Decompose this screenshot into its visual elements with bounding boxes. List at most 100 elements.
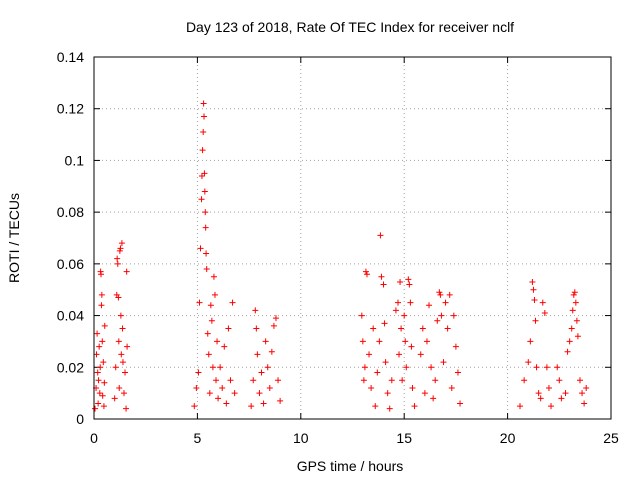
data-point bbox=[225, 325, 232, 332]
data-point bbox=[256, 390, 263, 397]
data-point bbox=[101, 379, 108, 386]
data-point bbox=[366, 351, 373, 358]
y-tick-label: 0.02 bbox=[57, 359, 84, 375]
data-point bbox=[436, 289, 443, 296]
data-point bbox=[98, 271, 105, 278]
data-point bbox=[124, 343, 131, 350]
data-point bbox=[111, 395, 118, 402]
data-point bbox=[529, 278, 536, 285]
data-point bbox=[200, 128, 207, 135]
data-point bbox=[380, 281, 387, 288]
data-point bbox=[568, 325, 575, 332]
chart-title: Day 123 of 2018, Rate Of TEC Index for r… bbox=[186, 19, 514, 35]
data-point bbox=[576, 377, 583, 384]
data-point bbox=[566, 338, 573, 345]
data-point bbox=[564, 348, 571, 355]
data-point bbox=[191, 403, 198, 410]
data-point bbox=[423, 338, 430, 345]
data-point bbox=[268, 348, 275, 355]
data-point bbox=[227, 377, 234, 384]
data-point bbox=[382, 359, 389, 366]
data-point bbox=[114, 260, 121, 267]
data-point bbox=[217, 364, 224, 371]
data-point bbox=[408, 343, 415, 350]
data-point bbox=[123, 405, 130, 412]
data-point bbox=[95, 400, 102, 407]
data-point bbox=[210, 273, 217, 280]
tick-labels: 0 5 10 15 20 25 0 0.02 0.04 0.06 0.08 0.1 0.12 0.14 bbox=[57, 49, 619, 446]
data-point bbox=[378, 273, 385, 280]
data-point bbox=[250, 377, 257, 384]
data-point bbox=[260, 400, 267, 407]
data-point bbox=[211, 291, 218, 298]
y-tick-label: 0.1 bbox=[65, 152, 85, 168]
data-point bbox=[419, 325, 426, 332]
data-point bbox=[361, 364, 368, 371]
data-point bbox=[381, 320, 388, 327]
data-point bbox=[118, 240, 125, 247]
x-tick-label: 25 bbox=[603, 430, 619, 446]
data-point bbox=[409, 384, 416, 391]
x-tick-label: 5 bbox=[194, 430, 202, 446]
data-point bbox=[530, 286, 537, 293]
y-tick-label: 0.04 bbox=[57, 308, 84, 324]
data-point bbox=[92, 405, 99, 412]
x-tick-label: 0 bbox=[90, 430, 98, 446]
data-point bbox=[264, 364, 271, 371]
data-point bbox=[450, 312, 457, 319]
data-point bbox=[100, 359, 107, 366]
data-point bbox=[97, 364, 104, 371]
data-point bbox=[112, 364, 119, 371]
data-point bbox=[377, 232, 384, 239]
data-point bbox=[206, 390, 213, 397]
data-point bbox=[399, 377, 406, 384]
data-point bbox=[201, 113, 208, 120]
data-point bbox=[208, 317, 215, 324]
data-point bbox=[533, 364, 540, 371]
data-point bbox=[571, 289, 578, 296]
data-point bbox=[539, 299, 546, 306]
data-point bbox=[402, 338, 409, 345]
data-point bbox=[532, 317, 539, 324]
data-point bbox=[116, 247, 123, 254]
data-point bbox=[198, 196, 205, 203]
y-tick-label: 0.12 bbox=[57, 101, 84, 117]
data-point bbox=[362, 268, 369, 275]
data-point bbox=[398, 325, 405, 332]
data-point bbox=[193, 384, 200, 391]
data-point bbox=[403, 364, 410, 371]
data-point bbox=[270, 322, 277, 329]
grid bbox=[94, 57, 611, 419]
data-point bbox=[223, 400, 230, 407]
data-point bbox=[115, 338, 122, 345]
y-tick-label: 0.08 bbox=[57, 204, 84, 220]
data-point bbox=[397, 278, 404, 285]
data-point bbox=[426, 302, 433, 309]
data-point bbox=[376, 338, 383, 345]
data-point bbox=[120, 390, 127, 397]
data-point bbox=[98, 302, 105, 309]
data-point bbox=[114, 255, 121, 262]
data-point bbox=[545, 384, 552, 391]
data-point bbox=[535, 390, 542, 397]
data-point bbox=[541, 309, 548, 316]
data-point bbox=[360, 377, 367, 384]
data-marks bbox=[92, 100, 590, 412]
data-point bbox=[525, 359, 532, 366]
y-tick-label: 0.14 bbox=[57, 49, 84, 65]
data-point bbox=[581, 400, 588, 407]
data-point bbox=[384, 390, 391, 397]
data-point bbox=[394, 299, 401, 306]
data-point bbox=[203, 250, 210, 257]
data-point bbox=[406, 281, 413, 288]
data-point bbox=[396, 351, 403, 358]
data-point bbox=[457, 400, 464, 407]
data-point bbox=[231, 390, 238, 397]
data-point bbox=[370, 325, 377, 332]
data-point bbox=[275, 377, 282, 384]
data-point bbox=[430, 395, 437, 402]
data-point bbox=[432, 377, 439, 384]
data-point bbox=[388, 377, 395, 384]
data-point bbox=[572, 299, 579, 306]
data-point bbox=[258, 369, 265, 376]
